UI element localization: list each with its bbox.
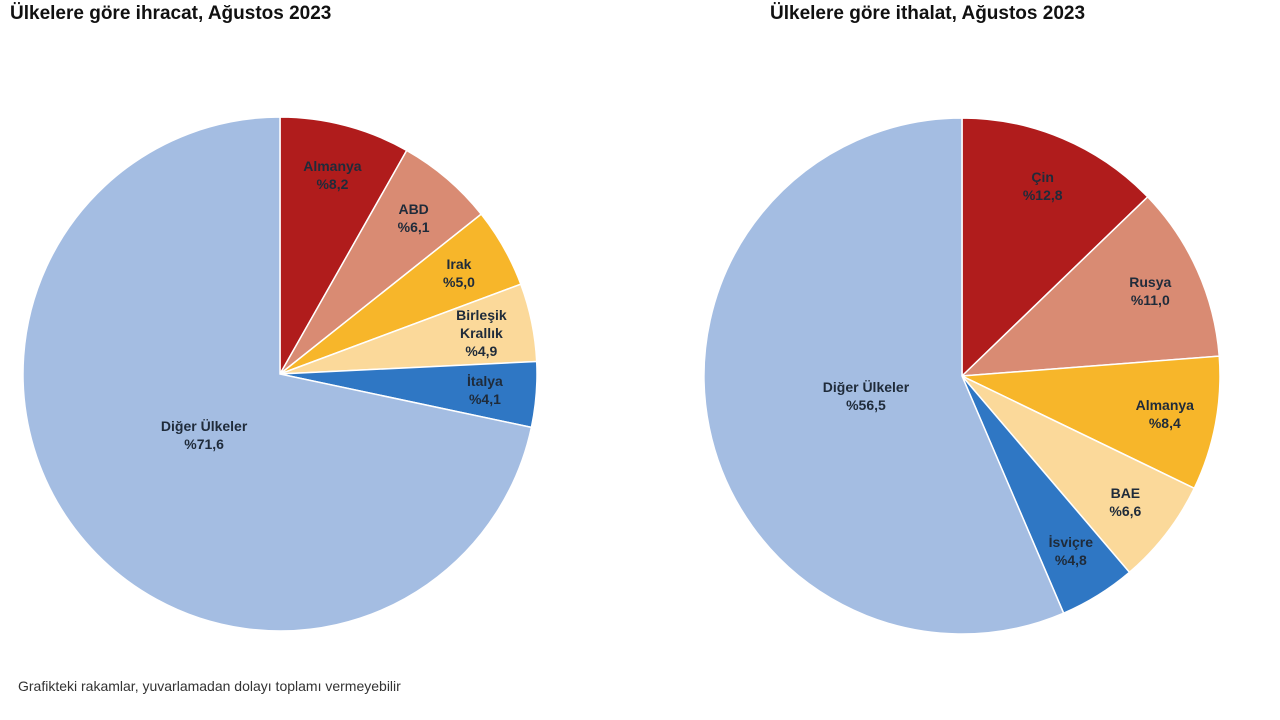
slice-category: Irak bbox=[446, 255, 472, 272]
slice-category: ABD bbox=[398, 200, 429, 217]
slice-label: Birleşik Krallık %4,9 bbox=[449, 306, 513, 360]
slice-category: Diğer Ülkeler bbox=[822, 378, 910, 395]
slice-value: %4,1 bbox=[468, 391, 501, 408]
slice-category: Diğer Ülkeler bbox=[160, 418, 248, 435]
slice-label: Almanya %8,2 bbox=[300, 157, 364, 193]
slice-category: İtalya bbox=[467, 373, 503, 390]
slice-label: Diğer Ülkeler %71,6 bbox=[161, 417, 247, 453]
pie-slice bbox=[959, 355, 1221, 490]
slice-value: %6,6 bbox=[1109, 503, 1142, 520]
slice-value: %12,8 bbox=[1022, 187, 1063, 204]
slice-label: İtalya %4,1 bbox=[453, 372, 517, 408]
slice-value: %8,4 bbox=[1148, 415, 1181, 432]
slice-label: BAE %6,6 bbox=[1093, 484, 1157, 520]
slice-category: Çin bbox=[1031, 169, 1054, 186]
slice-category: Birleşik Krallık bbox=[456, 306, 507, 341]
slice-label: Rusya %11,0 bbox=[1118, 273, 1182, 309]
pie-slice bbox=[959, 195, 1221, 377]
slice-value: %5,0 bbox=[443, 273, 475, 290]
slice-value: %56,5 bbox=[846, 396, 886, 413]
slice-category: Rusya bbox=[1129, 274, 1172, 291]
footnote: Grafikteki rakamlar, yuvarlamadan dolayı… bbox=[18, 678, 401, 694]
slice-category: Almanya bbox=[1135, 397, 1194, 414]
slice-value: %4,8 bbox=[1054, 552, 1087, 569]
chart-title: Ülkelere göre ithalat, Ağustos 2023 bbox=[770, 3, 1086, 24]
chart-title: Ülkelere göre ihracat, Ağustos 2023 bbox=[10, 3, 332, 24]
slice-value: %8,2 bbox=[316, 176, 349, 193]
slice-label: Almanya %8,4 bbox=[1133, 396, 1197, 432]
slice-label: Irak %5,0 bbox=[427, 255, 491, 291]
slice-category: BAE bbox=[1110, 485, 1141, 502]
slice-category: İsviçre bbox=[1048, 534, 1094, 551]
slice-label: Diğer Ülkeler %56,5 bbox=[823, 378, 909, 414]
slice-label: ABD %6,1 bbox=[382, 200, 446, 236]
pie-slice bbox=[961, 117, 1149, 378]
slice-value: %4,9 bbox=[465, 342, 498, 359]
pie-slice bbox=[703, 117, 1065, 635]
slice-value: %6,1 bbox=[397, 218, 430, 235]
pie-slice bbox=[279, 116, 408, 377]
slice-value: %11,0 bbox=[1130, 292, 1170, 309]
slice-category: Almanya bbox=[303, 158, 362, 175]
slice-label: İsviçre %4,8 bbox=[1039, 533, 1103, 569]
slice-label: Çin %12,8 bbox=[1011, 168, 1075, 204]
slice-value: %71,6 bbox=[184, 436, 224, 453]
pie-slice bbox=[22, 116, 533, 632]
